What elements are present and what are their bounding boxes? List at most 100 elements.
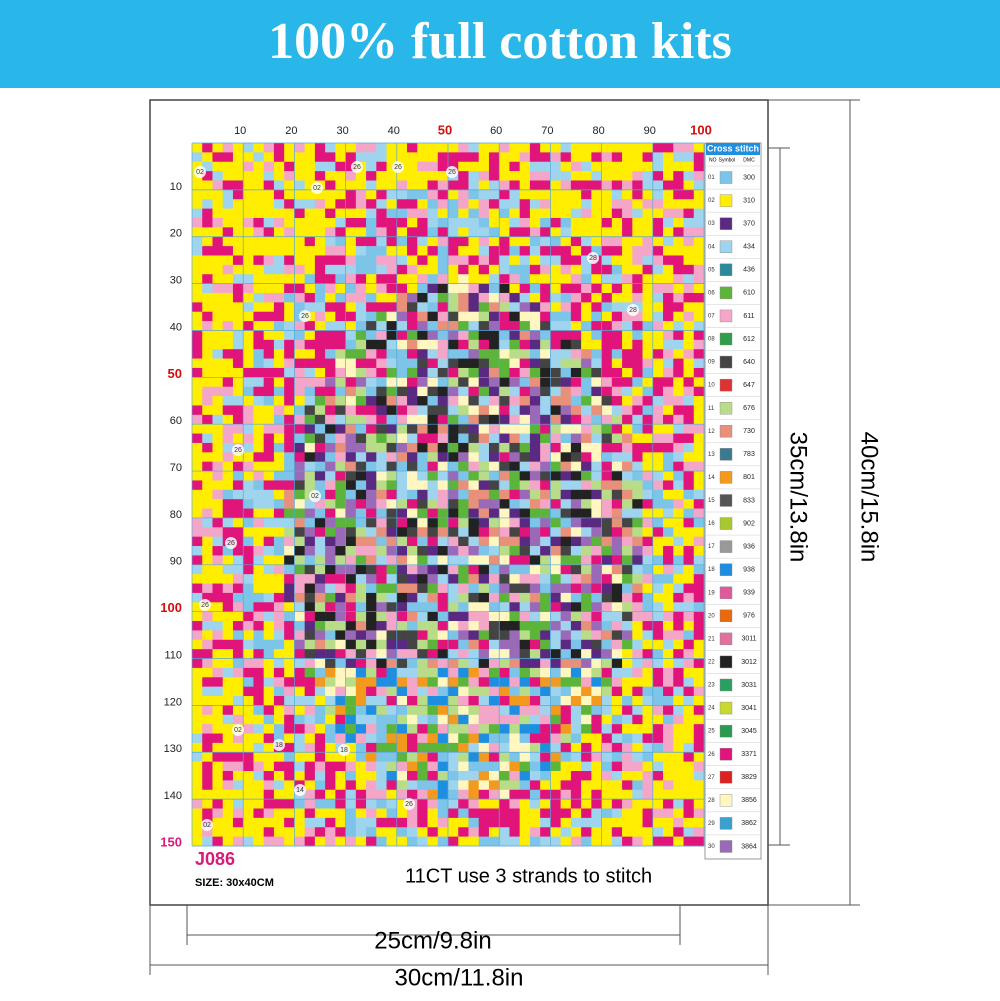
stitch-cell: [396, 274, 408, 284]
stitch-cell: [540, 386, 551, 397]
stitch-cell: [407, 471, 418, 481]
stitch-cell: [550, 171, 561, 181]
stitch-cell: [427, 255, 439, 266]
stitch-cell: [243, 283, 254, 294]
stitch-cell: [448, 433, 459, 444]
stitch-cell: [232, 377, 244, 387]
stitch-cell: [540, 377, 551, 387]
stitch-cell: [693, 199, 705, 209]
stitch-cell: [540, 264, 551, 275]
stitch-cell: [284, 771, 295, 781]
stitch-cell: [212, 227, 224, 238]
stitch-cell: [663, 817, 674, 828]
stitch-cell: [325, 780, 336, 791]
stitch-cell: [693, 208, 705, 219]
stitch-cell: [581, 789, 592, 800]
stitch-cell: [478, 143, 490, 153]
stitch-cell: [550, 499, 561, 509]
stitch-cell: [622, 424, 633, 434]
stitch-cell: [437, 517, 449, 528]
stitch-cell: [499, 424, 510, 434]
stitch-cell: [601, 817, 613, 828]
stitch-cell: [591, 517, 602, 528]
stitch-cell: [335, 311, 346, 322]
stitch-cell: [540, 667, 551, 678]
stitch-cell: [304, 274, 316, 284]
stitch-cell: [284, 836, 295, 847]
stitch-cell: [294, 517, 305, 528]
stitch-cell: [417, 236, 428, 247]
stitch-cell: [488, 396, 500, 406]
legend-no: 05: [708, 267, 715, 273]
stitch-cell: [273, 433, 285, 444]
stitch-cell: [355, 152, 367, 163]
stitch-cell: [345, 789, 357, 800]
stitch-cell: [284, 583, 295, 594]
cell-label-bg: [232, 724, 244, 736]
stitch-cell: [611, 405, 623, 416]
stitch-cell: [335, 658, 346, 669]
stitch-cell: [243, 480, 254, 491]
stitch-cell: [192, 264, 203, 275]
stitch-cell: [581, 771, 592, 781]
stitch-cell: [693, 396, 705, 406]
stitch-cell: [335, 808, 346, 819]
stitch-cell: [243, 180, 254, 191]
stitch-cell: [581, 143, 592, 153]
stitch-cell: [488, 583, 500, 594]
stitch-cell: [683, 527, 695, 537]
stitch-cell: [222, 255, 234, 266]
stitch-cell: [222, 189, 234, 200]
stitch-cell: [192, 621, 203, 631]
stitch-cell: [673, 414, 684, 425]
stitch-cell: [570, 208, 582, 219]
stitch-cell: [222, 696, 234, 706]
stitch-cell: [417, 780, 428, 791]
stitch-cell: [632, 396, 643, 406]
stitch-cell: [519, 171, 531, 181]
stitch-cell: [396, 330, 408, 341]
stitch-cell: [417, 827, 428, 837]
stitch-cell: [550, 649, 561, 659]
stitch-cell: [540, 630, 551, 641]
stitch-cell: [294, 621, 305, 631]
stitch-cell: [345, 199, 357, 209]
row-label: 120: [164, 696, 182, 708]
stitch-cell: [519, 377, 531, 387]
stitch-cell: [448, 480, 459, 491]
stitch-cell: [693, 611, 705, 622]
stitch-cell: [417, 171, 428, 181]
stitch-cell: [355, 246, 367, 256]
stitch-cell: [581, 499, 592, 509]
legend-dmc: 436: [743, 267, 755, 274]
stitch-cell: [437, 358, 449, 369]
stitch-cell: [407, 611, 418, 622]
stitch-cell: [581, 677, 592, 687]
stitch-cell: [581, 583, 592, 594]
stitch-cell: [325, 771, 336, 781]
stitch-cell: [601, 602, 613, 612]
stitch-cell: [284, 630, 295, 641]
stitch-cell: [591, 227, 602, 238]
stitch-cell: [540, 171, 551, 181]
stitch-cell: [570, 564, 582, 575]
stitch-cell: [693, 461, 705, 472]
stitch-cell: [468, 639, 480, 650]
stitch-cell: [550, 724, 561, 734]
legend-dmc: 310: [743, 197, 755, 204]
stitch-cell: [314, 255, 326, 266]
stitch-cell: [581, 386, 592, 397]
stitch-cell: [560, 377, 572, 387]
stitch-cell: [458, 724, 469, 734]
stitch-cell: [273, 555, 285, 566]
stitch-cell: [509, 311, 520, 322]
stitch-cell: [243, 677, 254, 687]
stitch-cell: [335, 649, 346, 659]
stitch-cell: [642, 377, 654, 387]
stitch-cell: [499, 799, 510, 809]
stitch-cell: [192, 330, 203, 341]
stitch-cell: [273, 208, 285, 219]
stitch-cell: [355, 761, 367, 772]
column-label: 50: [438, 122, 452, 137]
stitch-cell: [304, 442, 316, 453]
